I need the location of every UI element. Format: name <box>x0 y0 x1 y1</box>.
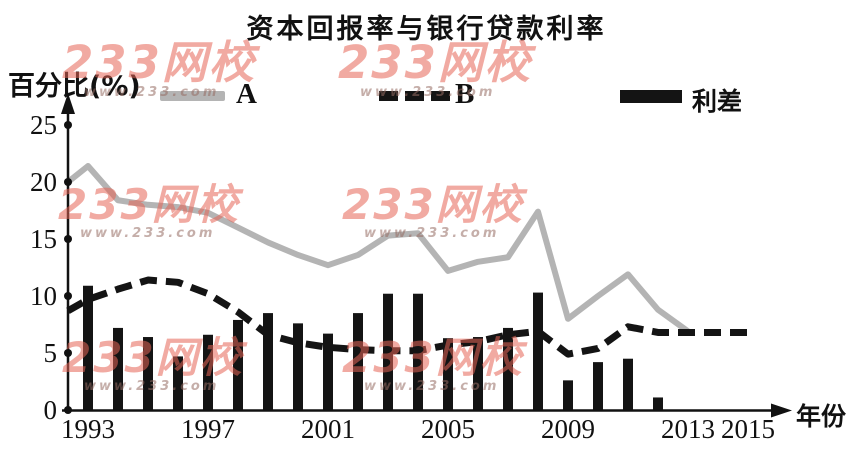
x-tick-label: 2001 <box>301 414 355 444</box>
x-tick-label: 2009 <box>541 414 595 444</box>
legend-a-line-swatch <box>160 91 225 101</box>
spread-bar <box>293 323 303 411</box>
spread-bar <box>323 333 333 411</box>
spread-bar <box>143 337 153 411</box>
x-tick-label: 1997 <box>181 414 235 444</box>
spread-bar <box>503 327 513 411</box>
dash-segment <box>405 91 424 101</box>
legend-spread-label: 利差 <box>692 87 743 116</box>
spread-bar <box>263 313 273 411</box>
y-tick-label: 20 <box>30 167 57 197</box>
y-tick-label: 0 <box>44 395 58 425</box>
y-tick-label: 15 <box>30 224 57 254</box>
chart-title: 资本回报率与银行贷款利率 <box>246 14 607 45</box>
spread-bar <box>353 313 363 411</box>
spread-bar <box>593 362 603 411</box>
x-tick-labels: 1993 1997 2001 2005 2009 2013 2015 <box>61 414 775 444</box>
legend-b-dashed-swatch <box>379 91 451 101</box>
y-tick-label: 25 <box>30 110 57 140</box>
series-a-line <box>66 163 690 334</box>
spread-bar <box>83 285 93 411</box>
y-tick-dot <box>64 178 72 186</box>
dash-segment <box>431 91 450 101</box>
x-tick-label: 1993 <box>61 414 115 444</box>
y-tick-dot <box>64 235 72 243</box>
x-tick-label: 2013 <box>661 414 715 444</box>
series-b-line <box>66 276 748 358</box>
spread-bar <box>113 327 123 411</box>
x-tick-label: 2015 <box>721 414 775 444</box>
spread-bar <box>203 334 213 411</box>
x-axis-arrow <box>771 403 792 418</box>
spread-bar <box>473 337 483 411</box>
x-axis-title: 年份 <box>796 402 847 431</box>
spread-bar <box>653 397 663 411</box>
spread-bar <box>173 356 183 411</box>
spread-bar <box>443 338 453 411</box>
y-tick-label: 5 <box>44 338 58 368</box>
legend-spread-bar-swatch <box>620 90 682 103</box>
spread-bar <box>233 319 243 411</box>
y-tick-dot <box>64 349 72 357</box>
x-tick-label: 2005 <box>421 414 475 444</box>
legend-b-label: B <box>455 78 475 110</box>
y-tick-labels: 0 5 10 15 20 25 <box>30 110 72 425</box>
y-tick-label: 10 <box>30 281 57 311</box>
dash-segment <box>379 91 398 101</box>
spread-bar <box>563 380 573 411</box>
y-axis-title: 百分比(%) <box>8 71 141 102</box>
legend-a-label: A <box>236 78 257 110</box>
axes <box>61 93 792 418</box>
y-tick-dot <box>64 406 72 414</box>
y-axis-arrow <box>61 93 75 114</box>
spread-bar <box>623 358 633 411</box>
y-tick-dot <box>64 121 72 129</box>
spread-bar <box>533 292 543 411</box>
y-tick-dot <box>64 292 72 300</box>
